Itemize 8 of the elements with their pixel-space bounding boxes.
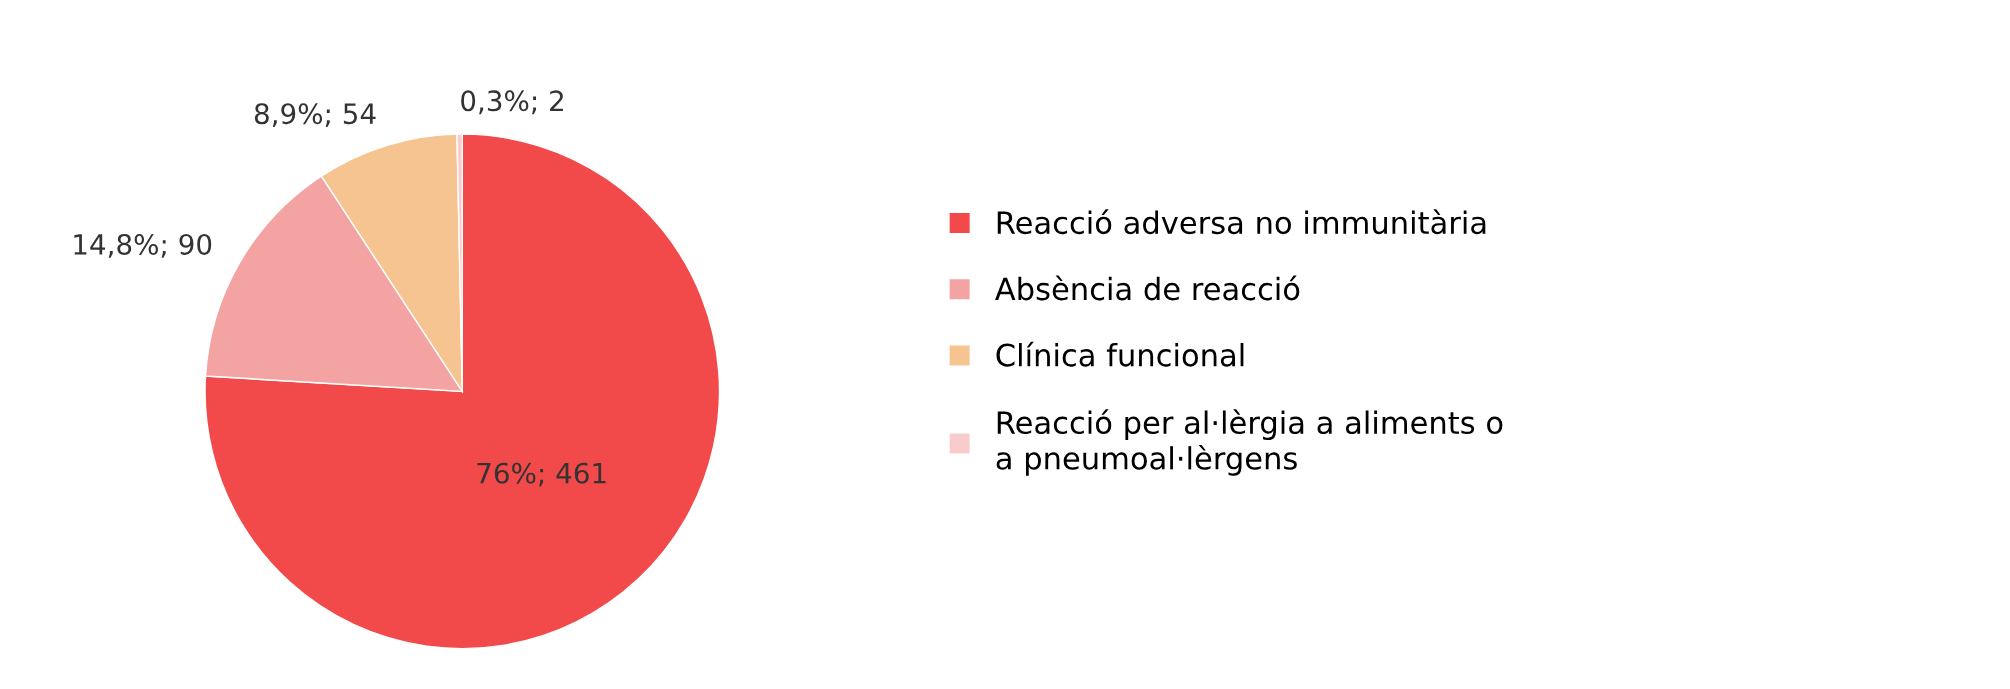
data-label: 14,8%; 90	[74, 233, 212, 258]
legend-label: Reacció per al·lèrgia a aliments o a pneumoal·lèrgens	[996, 409, 1503, 476]
data-label: 0,3%; 2	[461, 90, 563, 115]
legend-label: Absència de reacció	[995, 275, 1300, 301]
legend-label: Reacció adversa no immunitària	[997, 209, 1486, 235]
data-label: 76%; 461	[477, 462, 606, 487]
legend-label: Clínica funcional	[996, 341, 1244, 367]
data-label: 8,9%; 54	[254, 103, 376, 128]
